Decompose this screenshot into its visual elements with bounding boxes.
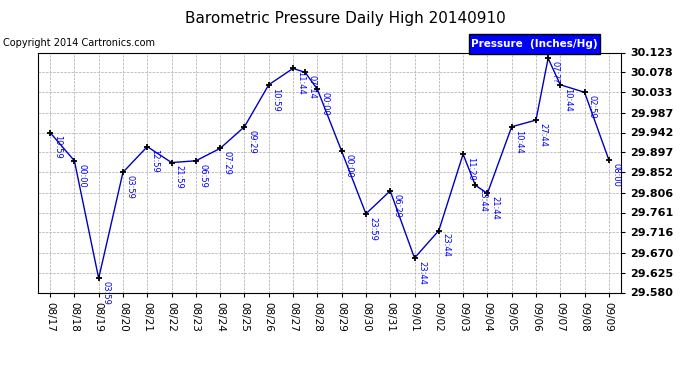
Text: 07:14: 07:14 [308, 75, 317, 99]
Text: 23:59: 23:59 [368, 217, 377, 240]
Text: 10:59: 10:59 [272, 87, 281, 111]
Text: 12:59: 12:59 [150, 149, 159, 173]
Text: 27:44: 27:44 [539, 123, 548, 147]
Text: 23:44: 23:44 [478, 188, 487, 212]
Text: 09:29: 09:29 [247, 129, 256, 153]
Text: 03:59: 03:59 [101, 281, 110, 305]
Text: 21:59: 21:59 [175, 165, 184, 189]
Text: 11:44: 11:44 [296, 71, 305, 95]
Text: 10:44: 10:44 [563, 87, 572, 111]
Text: 23:44: 23:44 [417, 261, 426, 285]
Text: 00:00: 00:00 [77, 164, 86, 188]
Text: 07:29: 07:29 [223, 151, 232, 175]
Text: 00:00: 00:00 [320, 92, 329, 116]
Text: 10:59: 10:59 [53, 135, 62, 159]
Text: 06:59: 06:59 [199, 164, 208, 188]
Text: 08:00: 08:00 [611, 163, 620, 186]
Text: 10:44: 10:44 [515, 129, 524, 153]
Text: 11:29: 11:29 [466, 157, 475, 181]
Text: Copyright 2014 Cartronics.com: Copyright 2014 Cartronics.com [3, 38, 155, 48]
Text: 07:??: 07:?? [551, 61, 560, 83]
Text: Barometric Pressure Daily High 20140910: Barometric Pressure Daily High 20140910 [185, 11, 505, 26]
Text: 00:00: 00:00 [344, 154, 353, 178]
Text: 02:59: 02:59 [587, 95, 596, 119]
Text: 23:44: 23:44 [442, 233, 451, 257]
Text: Pressure  (Inches/Hg): Pressure (Inches/Hg) [471, 39, 598, 49]
Text: 06:29: 06:29 [393, 194, 402, 217]
Text: 03:59: 03:59 [126, 175, 135, 199]
Text: 21:44: 21:44 [490, 196, 499, 220]
